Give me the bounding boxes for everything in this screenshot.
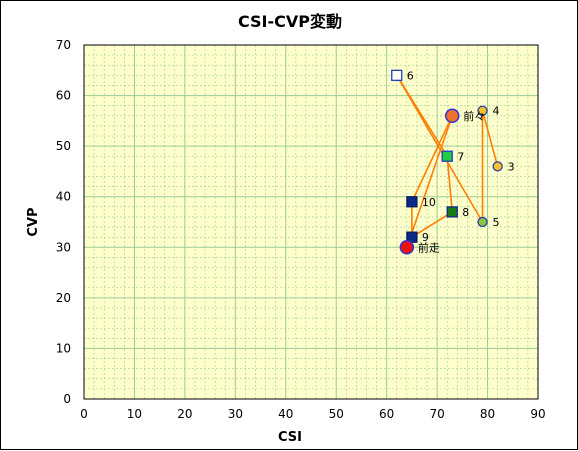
circle-marker <box>492 161 503 172</box>
x-axis-title: CSI <box>278 430 302 445</box>
point-label: 前走 <box>418 240 440 254</box>
point-label: 10 <box>422 196 436 209</box>
plot-area <box>84 45 538 399</box>
point-label: 前々 <box>463 109 485 123</box>
x-tick-label: 80 <box>480 407 495 421</box>
data-point: 7 <box>441 150 464 163</box>
plot-border <box>83 44 539 400</box>
data-point: 10 <box>406 196 436 209</box>
x-tick-label: 20 <box>177 407 192 421</box>
y-tick-label: 50 <box>56 139 71 153</box>
y-tick-label: 0 <box>63 392 71 406</box>
y-tick-label: 30 <box>56 240 71 254</box>
point-label: 9 <box>422 231 429 244</box>
data-point: 5 <box>477 216 500 229</box>
y-tick-label: 60 <box>56 89 71 103</box>
circle-marker <box>444 108 460 124</box>
x-tick-label: 40 <box>278 407 293 421</box>
x-tick-label: 50 <box>329 407 344 421</box>
y-tick-label: 70 <box>56 38 71 52</box>
x-tick-label: 60 <box>379 407 394 421</box>
data-point: 4 <box>477 105 500 118</box>
point-label: 4 <box>493 105 500 118</box>
trajectory-lines <box>396 74 499 248</box>
trajectory-segment <box>406 115 454 248</box>
x-tick-label: 30 <box>228 407 243 421</box>
x-tick-label: 90 <box>530 407 545 421</box>
trajectory-segment <box>481 110 499 167</box>
point-label: 5 <box>493 216 500 229</box>
trajectory-segment <box>411 115 453 203</box>
data-point: 前々 <box>444 108 485 124</box>
circle-marker <box>477 105 488 116</box>
x-tick-label: 10 <box>127 407 142 421</box>
point-label: 7 <box>457 150 464 163</box>
square-marker <box>441 150 453 162</box>
square-marker <box>391 69 403 81</box>
y-axis-title: CVP <box>26 207 41 236</box>
circle-marker <box>477 216 488 228</box>
y-tick-label: 10 <box>56 341 71 355</box>
point-label: 8 <box>462 206 469 219</box>
trajectory-segment <box>411 211 453 238</box>
square-marker <box>406 196 418 208</box>
data-point: 6 <box>391 69 414 82</box>
square-marker <box>446 206 458 218</box>
data-point: 3 <box>492 160 515 173</box>
trajectory-segment <box>446 156 454 212</box>
x-tick-label: 70 <box>429 407 444 421</box>
x-axis-ticks: 0 10 20 30 40 50 60 70 80 90 <box>80 407 545 421</box>
chart-title: CSI-CVP変動 <box>238 12 342 31</box>
data-point: 8 <box>446 206 469 219</box>
data-point: 前走 <box>399 240 440 255</box>
point-label: 3 <box>508 160 515 173</box>
x-tick-label: 0 <box>80 407 88 421</box>
y-axis-ticks: 0 10 20 30 40 50 60 70 <box>56 38 71 406</box>
circle-marker <box>399 240 415 255</box>
y-tick-label: 40 <box>56 190 71 204</box>
trajectory-segment <box>396 74 484 223</box>
point-label: 6 <box>407 69 414 82</box>
y-tick-label: 20 <box>56 291 71 305</box>
